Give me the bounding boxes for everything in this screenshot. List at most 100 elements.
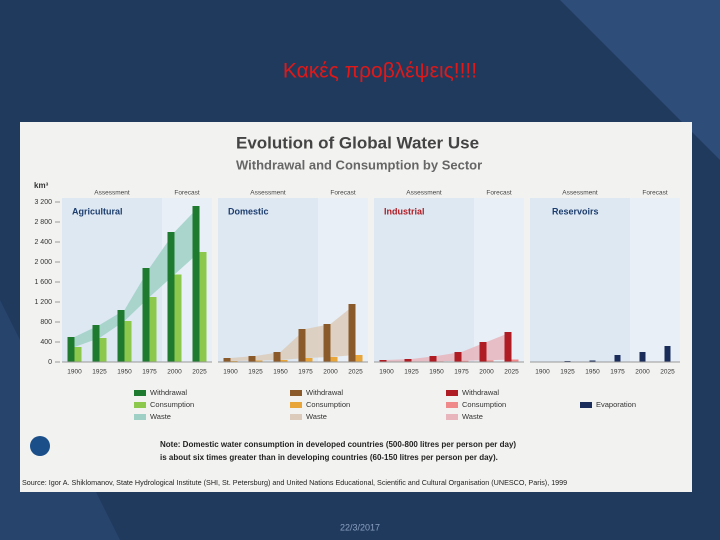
bar [379, 360, 387, 362]
x-tick-label: 1950 [273, 369, 288, 376]
bar [174, 274, 182, 362]
panel-title: Industrial [384, 206, 425, 216]
panel-title: Agricultural [72, 206, 123, 216]
bar [486, 360, 494, 362]
x-tick-label: 1975 [142, 369, 157, 376]
x-tick-label: 1900 [67, 369, 82, 376]
x-tick-label: 1950 [429, 369, 444, 376]
x-tick-label: 1950 [585, 369, 600, 376]
y-tick-label: 0 [48, 359, 52, 366]
bar [504, 332, 512, 362]
legend-swatch [134, 402, 146, 408]
period-label: Assessment [94, 190, 130, 197]
bar [461, 360, 469, 362]
period-label: Forecast [174, 190, 199, 197]
bar [589, 360, 596, 362]
x-tick-label: 1925 [92, 369, 107, 376]
legend-label: Evaporation [596, 400, 636, 409]
bar [330, 357, 338, 362]
bar [323, 324, 331, 362]
x-tick-label: 1975 [454, 369, 469, 376]
legend-label: Consumption [306, 400, 350, 409]
decor [560, 0, 720, 160]
y-tick-label: 400 [40, 339, 52, 346]
x-tick-label: 1975 [298, 369, 313, 376]
x-tick-label: 1950 [117, 369, 132, 376]
legend-swatch [134, 414, 146, 420]
x-tick-label: 2025 [504, 369, 519, 376]
bar [404, 359, 412, 362]
source: Source: Igor A. Shiklomanov, State Hydro… [22, 478, 567, 487]
legend-label: Withdrawal [150, 388, 187, 397]
bar [142, 268, 150, 362]
forecast-region [474, 198, 524, 362]
y-tick-label: 2 000 [34, 259, 52, 266]
x-tick-label: 1900 [379, 369, 394, 376]
y-tick-label: 1 600 [34, 279, 52, 286]
note: is about six times greater than in devel… [160, 453, 498, 462]
bar [223, 358, 231, 362]
x-tick-label: 2025 [192, 369, 207, 376]
logo [30, 436, 50, 456]
bar [273, 352, 281, 362]
bar [454, 352, 462, 362]
chart-subtitle: Withdrawal and Consumption by Sector [236, 157, 482, 172]
y-tick-label: 2 800 [34, 219, 52, 226]
period-label: Assessment [406, 190, 442, 197]
bar [192, 206, 200, 362]
x-tick-label: 1900 [535, 369, 550, 376]
bar [355, 355, 363, 362]
x-tick-label: 1975 [610, 369, 625, 376]
bar [255, 360, 263, 362]
period-label: Forecast [330, 190, 355, 197]
x-tick-label: 1925 [248, 369, 263, 376]
bar [280, 360, 288, 362]
bar [305, 358, 313, 362]
bar [117, 310, 125, 362]
bar [99, 338, 107, 362]
panel-title: Domestic [228, 206, 269, 216]
forecast-region [630, 198, 680, 362]
x-tick-label: 2000 [167, 369, 182, 376]
bar [614, 355, 621, 362]
y-tick-label: 1 200 [34, 299, 52, 306]
bar [479, 342, 487, 362]
bar [149, 297, 157, 362]
slide-title: Κακές προβλέψεις!!!! [283, 60, 477, 83]
bar [67, 337, 75, 362]
x-tick-label: 1900 [223, 369, 238, 376]
bar [664, 346, 671, 362]
bar [298, 329, 306, 362]
legend-swatch [290, 414, 302, 420]
legend-label: Waste [306, 412, 327, 421]
bar [429, 356, 437, 362]
legend-swatch [446, 390, 458, 396]
legend-label: Withdrawal [306, 388, 343, 397]
legend-swatch [580, 402, 592, 408]
period-label: Forecast [642, 190, 667, 197]
x-tick-label: 2000 [323, 369, 338, 376]
bar [348, 304, 356, 362]
bar [92, 325, 100, 362]
legend-label: Waste [150, 412, 171, 421]
note: Note: Domestic water consumption in deve… [160, 440, 516, 449]
panel-title: Reservoirs [552, 206, 599, 216]
legend-label: Consumption [462, 400, 506, 409]
bar [511, 359, 519, 362]
period-label: Assessment [250, 190, 286, 197]
legend-swatch [446, 402, 458, 408]
legend-swatch [290, 402, 302, 408]
x-tick-label: 2000 [635, 369, 650, 376]
x-tick-label: 1925 [404, 369, 419, 376]
y-tick-label: 3 200 [34, 199, 52, 206]
legend-label: Withdrawal [462, 388, 499, 397]
legend-label: Waste [462, 412, 483, 421]
x-tick-label: 2025 [348, 369, 363, 376]
slide-date: 22/3/2017 [340, 522, 380, 532]
legend-swatch [134, 390, 146, 396]
x-tick-label: 2025 [660, 369, 675, 376]
period-label: Assessment [562, 190, 598, 197]
y-tick-label: 2 400 [34, 239, 52, 246]
y-axis-label: km³ [34, 181, 49, 190]
